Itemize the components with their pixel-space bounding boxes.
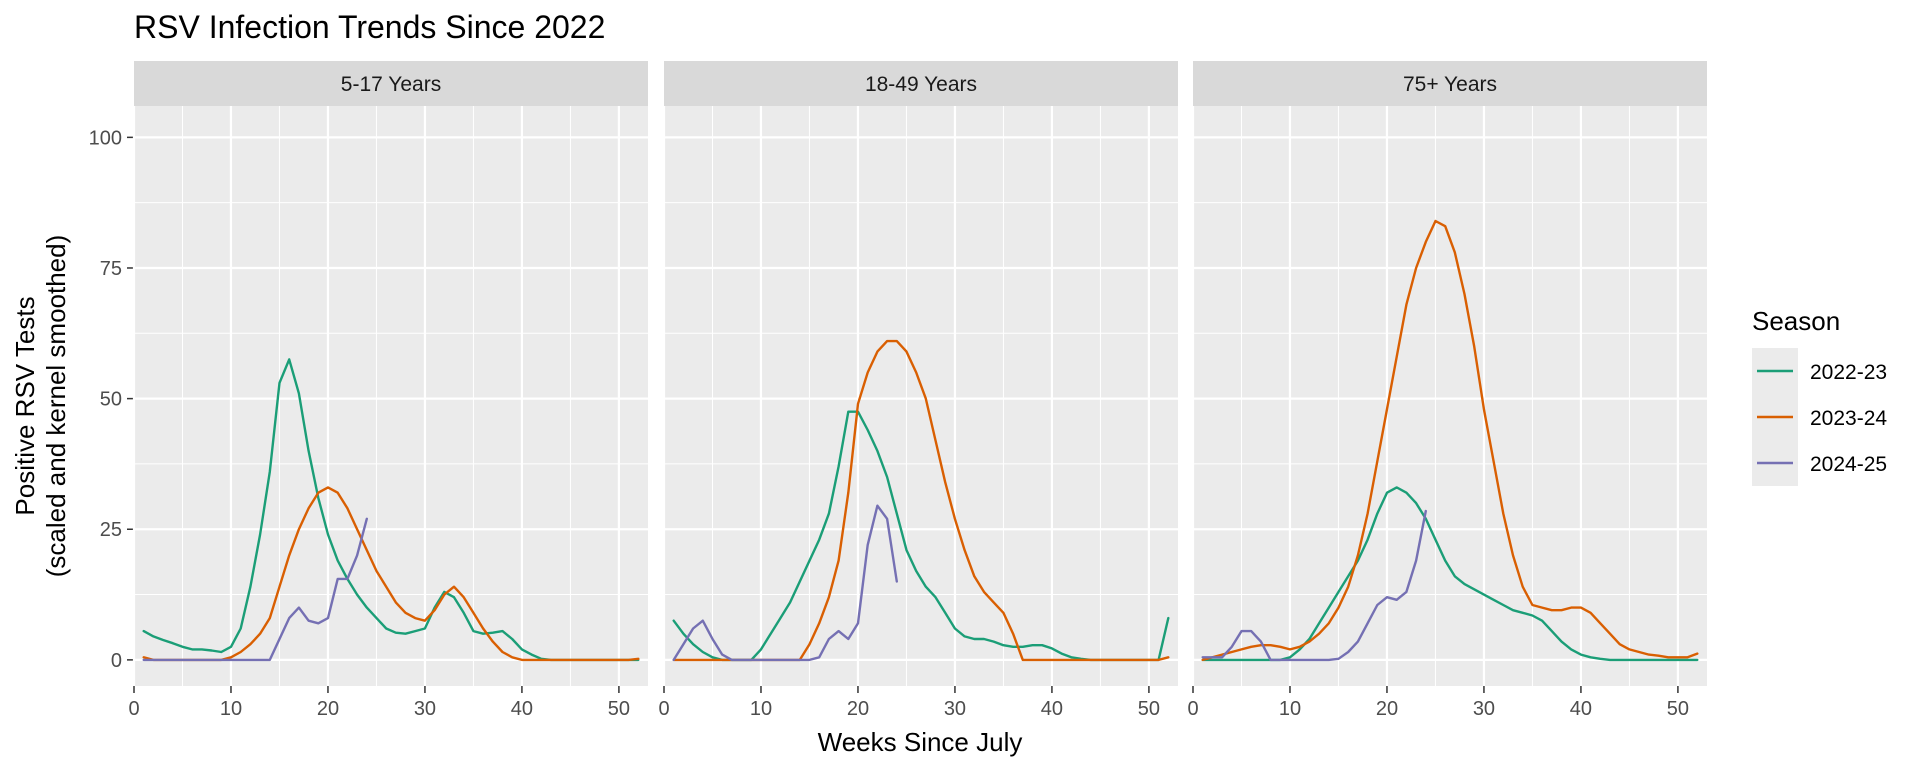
x-tick-label: 0	[1187, 698, 1198, 720]
x-tick-label: 30	[1473, 698, 1495, 720]
series-line-2024-25	[672, 504, 898, 662]
x-axis-title: Weeks Since July	[818, 727, 1023, 757]
x-tick-label: 40	[1570, 698, 1592, 720]
series-line-2024-25	[1201, 509, 1428, 662]
x-tick-label: 20	[1376, 698, 1398, 720]
y-tick-label: 100	[89, 127, 122, 149]
x-tick-label: 40	[1041, 698, 1063, 720]
x-tick-label: 40	[511, 698, 533, 720]
y-axis-title: Positive RSV Tests (scaled and kernel sm…	[10, 235, 71, 578]
facet-strip	[134, 61, 648, 106]
panel-0: 5-17 Years 0 10 20 30 40 50	[128, 61, 648, 720]
legend-label: 2023-24	[1810, 407, 1887, 430]
facet-strip-label: 75+ Years	[1403, 73, 1497, 96]
x-tick-label: 50	[1667, 698, 1689, 720]
series-line-2024-25	[142, 517, 368, 662]
x-tick-label: 10	[750, 698, 772, 720]
facet-strip	[1193, 61, 1707, 106]
y-tick-label: 25	[100, 519, 122, 541]
y-axis-title-line-1: Positive RSV Tests	[10, 296, 40, 515]
legend-title: Season	[1752, 306, 1840, 336]
y-tick-label: 0	[111, 650, 122, 672]
y-axis-title-line-2: (scaled and kernel smoothed)	[41, 235, 71, 578]
y-tick-label: 50	[100, 389, 122, 411]
x-tick-label: 50	[608, 698, 630, 720]
x-tick-label: 0	[128, 698, 139, 720]
x-tick-label: 30	[944, 698, 966, 720]
x-tick-label: 20	[847, 698, 869, 720]
chart-title: RSV Infection Trends Since 2022	[134, 9, 605, 45]
panel-1: 18-49 Years 0 10 20 30 40 50	[658, 61, 1178, 720]
legend: Season 2022-23 2023-24 2024-25	[1752, 306, 1887, 486]
x-tick-label: 30	[414, 698, 436, 720]
facet-strip	[664, 61, 1178, 106]
x-tick-label: 50	[1138, 698, 1160, 720]
panel-2: 75+ Years 0 10 20 30 40 50	[1187, 61, 1707, 720]
legend-label: 2022-23	[1810, 361, 1887, 384]
facet-strip-label: 18-49 Years	[865, 73, 977, 96]
x-tick-label: 10	[1279, 698, 1301, 720]
legend-label: 2024-25	[1810, 453, 1887, 476]
series-line-2023-24	[1201, 219, 1699, 662]
y-tick-label: 75	[100, 258, 122, 280]
series-line-2023-24	[142, 486, 640, 662]
facet-strip-label: 5-17 Years	[341, 73, 441, 96]
x-tick-label: 0	[658, 698, 669, 720]
x-tick-label: 20	[317, 698, 339, 720]
series-line-2022-23	[1201, 486, 1699, 662]
x-tick-label: 10	[220, 698, 242, 720]
